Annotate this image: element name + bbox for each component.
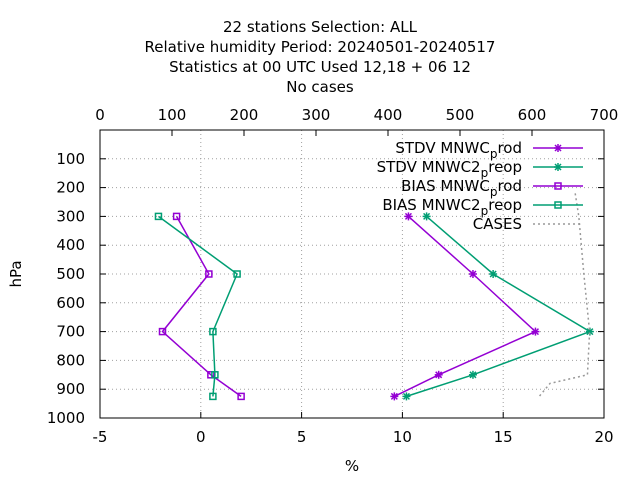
x-tick-label: 15 <box>494 428 513 446</box>
data-point <box>233 270 241 278</box>
legend-entry: CASES <box>473 215 583 233</box>
legend-label: BIAS MNWCprod <box>401 177 522 199</box>
legend-label: STDV MNWCprod <box>395 139 522 161</box>
legend-label: CASES <box>473 215 522 233</box>
legend-label: BIAS MNWC2preop <box>382 196 522 218</box>
series-cases <box>538 193 591 397</box>
x2-tick-label: 700 <box>590 106 619 124</box>
x2-tick-label: 0 <box>95 106 105 124</box>
data-point <box>172 212 181 221</box>
series <box>154 193 594 401</box>
data-point <box>554 201 562 209</box>
x-axis-label: % <box>345 457 359 475</box>
legend-entry: BIAS MNWC2preop <box>382 196 583 218</box>
data-point <box>402 392 410 400</box>
x-tick-label: 0 <box>196 428 206 446</box>
series-line <box>394 215 537 398</box>
data-point <box>211 371 219 379</box>
y-tick-label: 100 <box>56 150 85 168</box>
data-point <box>554 163 562 171</box>
x-tick-label: 10 <box>393 428 412 446</box>
chart-title: 22 stations Selection: ALL Relative humid… <box>145 18 496 96</box>
legend-entry: BIAS MNWCprod <box>401 177 583 199</box>
y-tick-label: 1000 <box>47 409 85 427</box>
chart-title-line: 22 stations Selection: ALL <box>223 18 418 36</box>
x2-tick-label: 500 <box>446 106 475 124</box>
legend-entry: STDV MNWCprod <box>395 139 583 161</box>
x-tick-label: 20 <box>594 428 613 446</box>
axis-ticks: -5 0 5 10 15 200 100 200 300 400 500 600 70010020030… <box>47 106 619 446</box>
data-point <box>205 270 213 278</box>
x-tick-label: 5 <box>297 428 307 446</box>
y-tick-label: 900 <box>56 380 85 398</box>
y-tick-label: 700 <box>56 323 85 341</box>
data-point <box>209 392 217 401</box>
legend-entry: STDV MNWC2preop <box>377 158 583 180</box>
series-bias-mnwc2-preop <box>154 212 241 401</box>
y-tick-label: 500 <box>56 265 85 283</box>
data-point <box>158 327 167 336</box>
x2-tick-label: 100 <box>158 106 187 124</box>
y-tick-label: 200 <box>56 179 85 197</box>
data-point <box>469 371 477 379</box>
series-line <box>158 215 239 397</box>
data-point <box>531 328 539 336</box>
x2-tick-label: 600 <box>518 106 547 124</box>
data-point <box>390 392 398 400</box>
data-point <box>154 212 163 221</box>
series-stdv-mnwc-prod <box>390 212 540 401</box>
data-point <box>209 327 217 336</box>
x2-tick-label: 400 <box>374 106 403 124</box>
data-point <box>469 270 477 278</box>
series-line <box>406 215 592 398</box>
data-point <box>404 212 412 220</box>
data-point <box>207 371 215 379</box>
chart-title-line: No cases <box>286 78 354 96</box>
y-tick-label: 400 <box>56 236 85 254</box>
y-tick-label: 600 <box>56 294 85 312</box>
data-point <box>586 328 594 336</box>
chart-title-line: Relative humidity Period: 20240501-20240… <box>145 38 496 56</box>
grid <box>100 130 604 418</box>
x-tick-label: -5 <box>93 428 108 446</box>
data-point <box>237 392 245 401</box>
data-point <box>423 212 431 220</box>
y-tick-label: 300 <box>56 207 85 225</box>
x2-tick-label: 300 <box>302 106 331 124</box>
data-point <box>554 144 562 152</box>
series-line <box>161 216 242 398</box>
data-point <box>489 270 497 278</box>
y-axis-label: hPa <box>7 260 25 287</box>
legend-label: STDV MNWC2preop <box>377 158 522 180</box>
x2-tick-label: 200 <box>230 106 259 124</box>
chart-title-line: Statistics at 00 UTC Used 12,18 + 06 12 <box>169 58 471 76</box>
data-point <box>554 182 562 190</box>
series-bias-mnwc-prod <box>158 212 245 401</box>
y-tick-label: 800 <box>56 351 85 369</box>
series-stdv-mnwc2-preop <box>402 212 594 401</box>
data-point <box>435 371 443 379</box>
series-line <box>538 193 591 397</box>
